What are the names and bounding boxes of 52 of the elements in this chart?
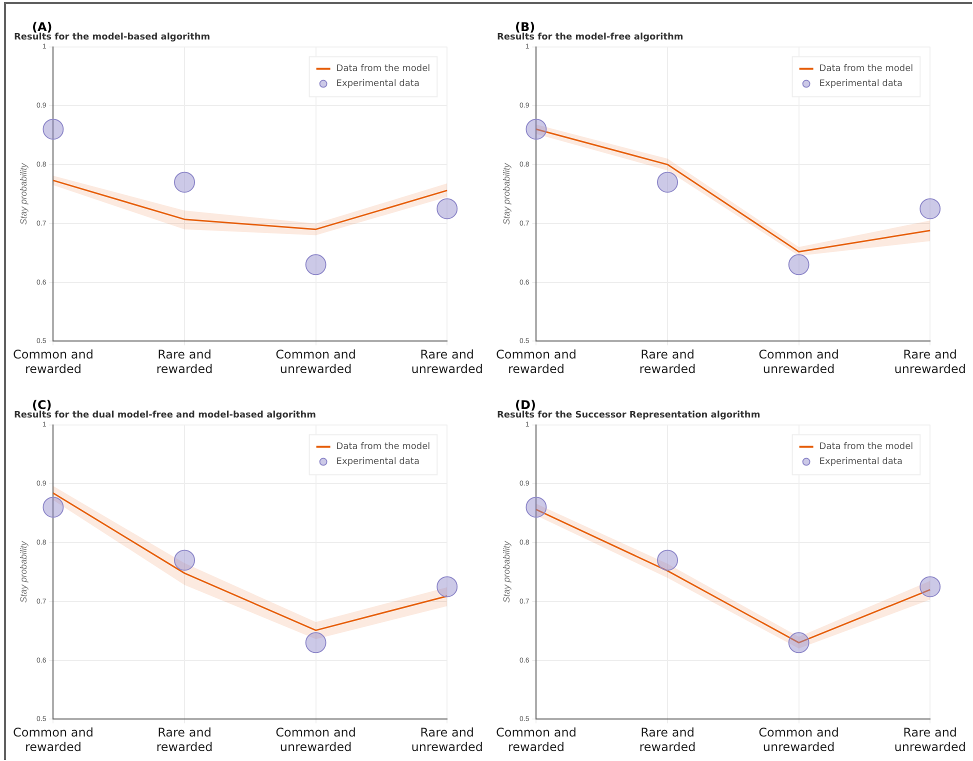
chart-title: Results for the Successor Representation algorithm — [497, 410, 760, 421]
point — [305, 632, 326, 654]
point — [174, 172, 196, 193]
legend-label: Data from the model — [336, 442, 430, 452]
x-tick-label: Common and unrewarded — [276, 726, 356, 754]
x-tick-label: Rare and unrewarded — [894, 348, 966, 376]
x-tick-label: Common and unrewarded — [758, 348, 840, 376]
chart-title: Results for the dual model-free and model-based algorithm — [14, 410, 316, 421]
x-tick-label: Rare and unrewarded — [411, 726, 484, 754]
x-tick-label: Common and rewarded — [496, 348, 576, 376]
chart-title: Results for the model-based algorithm — [14, 32, 210, 43]
point — [42, 496, 64, 518]
y-axis-title: Stay probability — [502, 162, 512, 225]
text: (A) — [32, 20, 52, 34]
point — [174, 550, 196, 571]
y-axis-title: Stay probability — [18, 162, 29, 225]
text: (D) — [515, 398, 536, 412]
chart-title: Results for the model-free algorithm — [497, 32, 684, 43]
x-tick-label: Common and unrewarded — [276, 348, 356, 376]
y-axis-title: Stay probability — [18, 540, 29, 603]
x-tick-label: Common and rewarded — [13, 348, 94, 376]
x-tick-label: Rare and unrewarded — [411, 348, 484, 376]
x-tick-label: Common and rewarded — [496, 726, 576, 754]
point — [526, 118, 547, 140]
point — [920, 576, 941, 598]
point — [920, 198, 941, 220]
point — [436, 576, 458, 598]
point — [788, 254, 810, 276]
x-tick-label: Common and unrewarded — [758, 726, 840, 754]
text: (B) — [515, 20, 536, 34]
legend-label: Data from the model — [819, 442, 914, 452]
point — [42, 118, 64, 140]
y-axis-title: Stay probability — [502, 540, 512, 603]
text: (C) — [32, 398, 52, 412]
point — [305, 254, 326, 276]
legend-label: Experimental data — [336, 457, 420, 468]
x-tick-label: Rare and rewarded — [156, 726, 213, 754]
point — [526, 496, 547, 518]
x-tick-label: Common and rewarded — [13, 726, 94, 754]
point — [436, 198, 458, 220]
x-tick-label: Rare and rewarded — [639, 726, 696, 754]
point — [657, 172, 678, 193]
x-tick-label: Rare and rewarded — [639, 348, 696, 376]
legend-label: Experimental data — [336, 79, 420, 90]
point — [657, 550, 678, 571]
legend-label: Experimental data — [819, 457, 902, 468]
x-tick-label: Rare and rewarded — [156, 348, 213, 376]
legend-label: Data from the model — [819, 64, 914, 74]
point — [788, 632, 810, 654]
legend-label: Experimental data — [819, 79, 902, 90]
legend-label: Data from the model — [336, 64, 430, 74]
x-tick-label: Rare and unrewarded — [894, 726, 966, 754]
